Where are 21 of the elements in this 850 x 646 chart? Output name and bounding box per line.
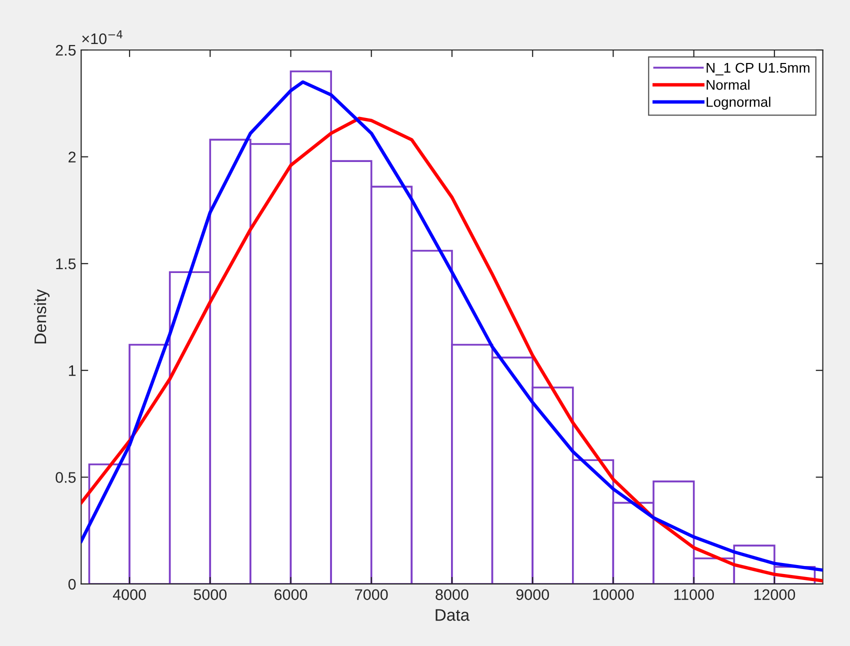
x-tick-label: 4000 — [112, 589, 146, 600]
x-tick-label: 6000 — [274, 589, 308, 600]
x-tick-label: 11000 — [674, 589, 714, 600]
x-tick-label: 12000 — [754, 589, 796, 600]
y-tick-label: 0 — [68, 578, 76, 590]
y-axis-title: Density — [34, 289, 50, 344]
y-tick-label: 2 — [68, 152, 76, 162]
y-tick-label: 2.5 — [56, 44, 76, 56]
x-tick-label: 8000 — [436, 589, 468, 600]
x-tick-label: 9000 — [516, 589, 549, 600]
x-tick-label: 10000 — [593, 589, 634, 600]
legend-label: Normal — [706, 80, 750, 90]
text: ×10$^{−4}$ — [82, 30, 122, 44]
x-axis-title: Data — [436, 609, 470, 621]
legend-label: Lognormal — [706, 96, 770, 110]
y-tick-label: 1 — [68, 365, 76, 376]
x-tick-label: 7000 — [355, 589, 388, 600]
y-tick-label: 0.5 — [56, 472, 76, 483]
legend-label: N_1 CP U1.5mm — [706, 62, 810, 76]
x-tick-label: 5000 — [194, 589, 227, 600]
y-tick-label: 1.5 — [56, 258, 76, 270]
